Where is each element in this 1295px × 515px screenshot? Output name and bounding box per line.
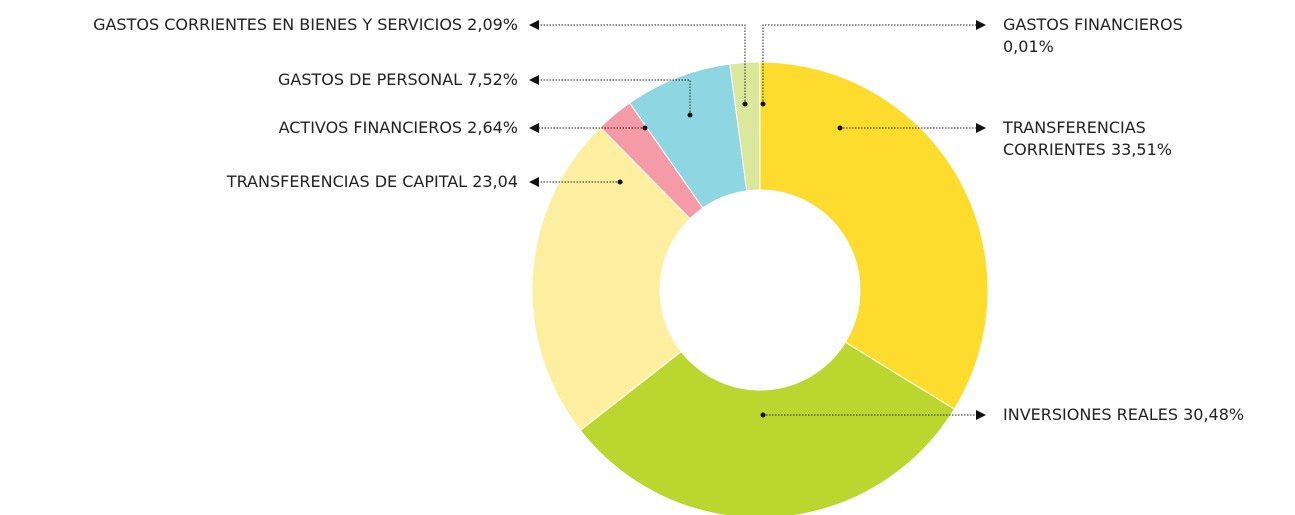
connector-dot (687, 112, 693, 118)
value-label: 30,48% (1183, 405, 1245, 424)
connector-dot (760, 101, 766, 107)
slice-label: TRANSFERENCIAS DE CAPITAL 23,04 (227, 171, 518, 193)
connector-dot (742, 101, 748, 107)
value-label: 0,01% (1003, 37, 1054, 56)
category-label: TRANSFERENCIAS DE CAPITAL (226, 172, 468, 191)
category-label: GASTOS CORRIENTES EN BIENES Y SERVICIOS (93, 15, 463, 34)
category-label: TRANSFERENCIAS CORRIENTES (1003, 118, 1146, 159)
connector-dot (760, 412, 766, 418)
slice-label: GASTOS CORRIENTES EN BIENES Y SERVICIOS … (93, 14, 518, 36)
value-label: 23,04 (472, 172, 518, 191)
slice-label: ACTIVOS FINANCIEROS 2,64% (279, 117, 518, 139)
donut-slice (759, 61, 989, 410)
value-label: 2,64% (467, 118, 518, 137)
category-label: INVERSIONES REALES (1003, 405, 1178, 424)
value-label: 2,09% (467, 15, 518, 34)
slice-label: GASTOS DE PERSONAL 7,52% (278, 69, 518, 91)
slice-label: TRANSFERENCIAS CORRIENTES 33,51% (1003, 117, 1213, 161)
category-label: ACTIVOS FINANCIEROS (278, 118, 463, 137)
donut-slice (579, 341, 956, 515)
value-label: 7,52% (467, 70, 518, 89)
category-label: GASTOS DE PERSONAL (278, 70, 463, 89)
slice-label: INVERSIONES REALES 30,48% (1003, 404, 1295, 426)
connector-dot (837, 125, 843, 131)
slice-label: GASTOS FINANCIEROS 0,01% (1003, 14, 1203, 58)
connector (529, 20, 746, 104)
value-label: 33,51% (1110, 140, 1172, 159)
connector (529, 75, 691, 115)
category-label: GASTOS FINANCIEROS (1003, 15, 1183, 34)
connector-dot (642, 125, 648, 131)
connector (762, 20, 986, 104)
connector-dot (617, 179, 623, 185)
donut-slice (531, 126, 691, 432)
